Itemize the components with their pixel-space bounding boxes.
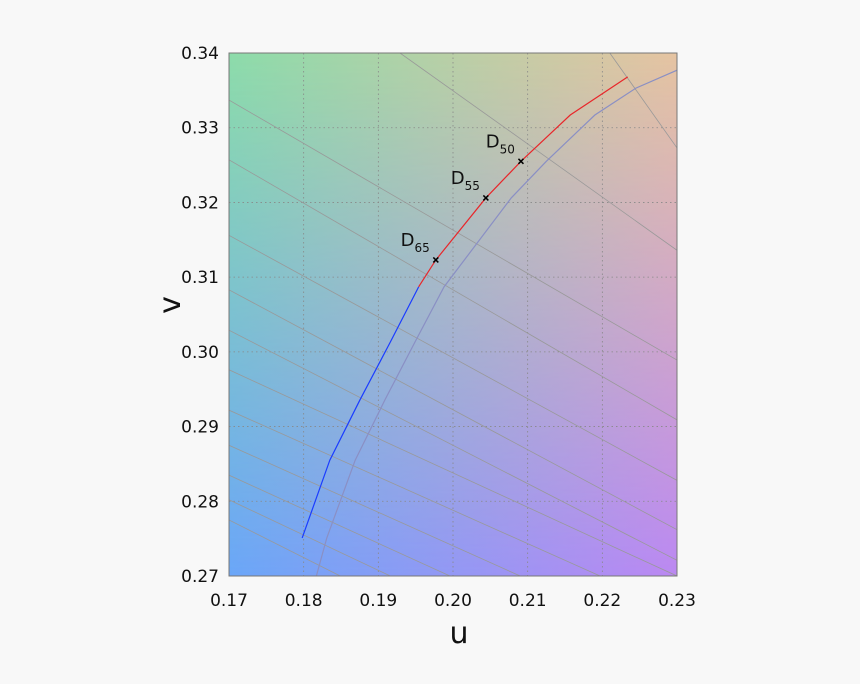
series-line: [609, 53, 677, 149]
x-tick-label: 0.23: [658, 591, 696, 611]
x-tick-label: 0.17: [210, 591, 248, 611]
y-tick-label: 0.32: [181, 193, 219, 213]
x-tick-label: 0.18: [285, 591, 323, 611]
labels: 0.17 0.18 0.19 0.20 0.21 0.22 0.23 0.27 0.28 0.29…: [181, 44, 696, 611]
annotation-subscript: 55: [465, 179, 480, 193]
lines: [229, 53, 677, 576]
annotation-label: D65: [401, 230, 430, 255]
series-line: [229, 499, 391, 576]
x-tick-label: 0.22: [583, 591, 621, 611]
plot-frame: [228, 52, 678, 577]
y-tick-label: 0.28: [181, 492, 219, 512]
annotation-label: D50: [486, 131, 515, 156]
annotation-point: [517, 158, 524, 165]
y-tick-label: 0.33: [181, 119, 219, 139]
series-line: [229, 289, 677, 531]
annotation-subscript: 50: [500, 142, 515, 156]
series-line: [315, 69, 677, 576]
annotation-label: D55: [451, 168, 480, 193]
point-marker: [482, 194, 489, 201]
series-line: [229, 369, 677, 576]
series-line: [229, 519, 341, 576]
series-line: [229, 409, 601, 576]
series-line: [399, 53, 677, 251]
annotation-text: D: [451, 168, 465, 189]
y-tick-label: 0.31: [181, 268, 219, 288]
x-tick-label: 0.19: [359, 591, 397, 611]
annotation-point: [432, 256, 439, 263]
y-axis-label: v: [153, 296, 188, 314]
annotation-subscript: 65: [415, 241, 430, 255]
series-line: [229, 234, 677, 481]
y-tick-label: 0.29: [181, 418, 219, 438]
series-line: [229, 329, 677, 561]
annotation-point: [482, 194, 489, 201]
series-line: [229, 159, 677, 421]
y-tick-label: 0.34: [181, 44, 219, 64]
annotation-text: D: [401, 230, 415, 251]
point-marker: [517, 158, 524, 165]
x-tick-label: 0.21: [509, 591, 547, 611]
series-line: [229, 474, 451, 576]
series-line: [301, 286, 420, 539]
series-line: [229, 444, 521, 576]
x-axis-label: u: [449, 616, 468, 651]
x-tick-label: 0.20: [434, 591, 472, 611]
series-line: [229, 99, 677, 361]
annotation-text: D: [486, 131, 500, 152]
series-line: [418, 76, 629, 288]
point-marker: [432, 256, 439, 263]
y-tick-label: 0.30: [181, 343, 219, 363]
y-tick-label: 0.27: [181, 567, 219, 587]
